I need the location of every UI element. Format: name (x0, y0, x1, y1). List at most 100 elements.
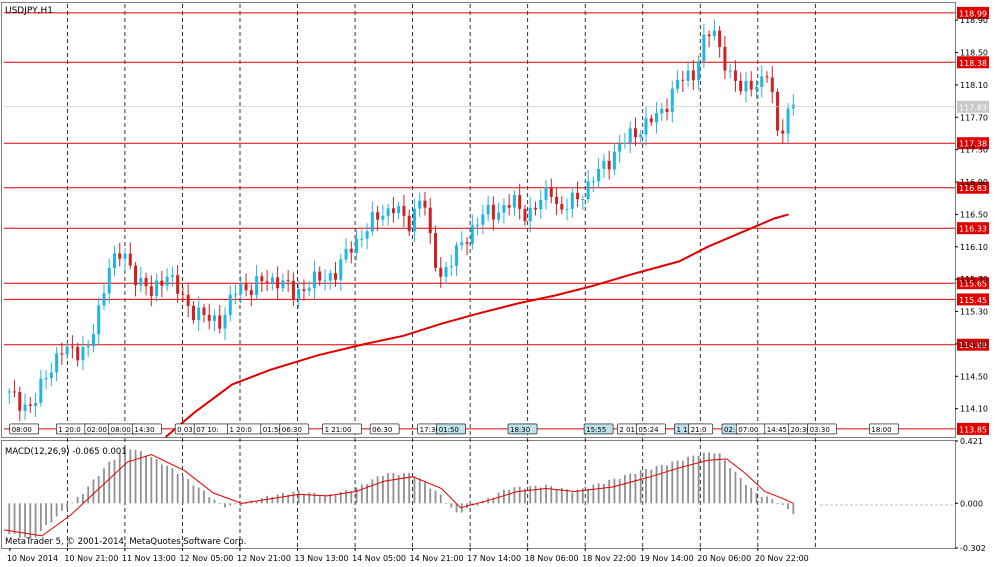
macd-bar (750, 487, 753, 504)
level-label: 115.45 (959, 296, 987, 305)
candle-body (570, 192, 574, 210)
time-tag (369, 423, 400, 435)
macd-bar (392, 472, 395, 504)
candle-body (365, 231, 369, 239)
candle-body (455, 245, 459, 266)
time-tag-label: 08:00 (12, 426, 32, 434)
level-label: 118.99 (959, 9, 987, 18)
macd-bar (776, 503, 779, 505)
candle-body (560, 203, 564, 210)
macd-bar (260, 498, 263, 504)
candle-body (265, 281, 269, 283)
time-tag (436, 423, 467, 435)
macd-bar (650, 469, 653, 504)
macd-bar (724, 460, 726, 504)
time-tick-label: 13 Nov 13:00 (295, 554, 349, 563)
macd-bar (113, 459, 116, 504)
candle-body (676, 79, 680, 89)
time-tag-label: 07 10: (196, 426, 218, 434)
candle-body (370, 212, 374, 232)
time-tag-label: 1 21:00 (325, 426, 352, 434)
macd-bar (55, 503, 58, 517)
time-tag-label: 15:55 (586, 426, 606, 434)
macd-bar (66, 503, 69, 509)
candle-body (97, 305, 101, 335)
macd-bar (276, 494, 279, 504)
candle-body (81, 347, 85, 361)
macd-bar (155, 458, 158, 504)
macd-bar (124, 448, 126, 504)
macd-bar (681, 460, 684, 504)
macd-bar (387, 473, 390, 504)
level-label: 113.85 (959, 425, 987, 434)
macd-bar (618, 478, 621, 504)
level-label-bg (957, 293, 989, 306)
time-tag-label: 1 20:0 (229, 426, 251, 434)
candle-body (7, 391, 11, 393)
candle-body (334, 273, 338, 280)
candle-body (160, 280, 164, 286)
time-tag (636, 423, 666, 435)
price-panel-frame (1, 2, 956, 438)
candle-body (565, 209, 569, 211)
macd-bar (350, 491, 353, 504)
candle-body (291, 280, 295, 300)
macd-bar (134, 449, 137, 504)
macd-tick-label: 0.000 (960, 499, 983, 508)
macd-bar (292, 491, 295, 504)
candle-body (165, 276, 169, 286)
price-tick-label: 116.10 (960, 243, 988, 252)
candle-body (276, 277, 280, 289)
macd-bar (208, 497, 211, 504)
candle-body (723, 46, 727, 71)
macd-bar (713, 453, 716, 504)
candle-body (644, 118, 648, 135)
candle-body (555, 196, 559, 204)
candle-body (344, 248, 348, 260)
macd-bar (229, 503, 232, 506)
candle-body (502, 205, 506, 213)
candle-body (733, 70, 737, 81)
macd-bar (708, 452, 711, 504)
candle-body (744, 80, 748, 92)
level-label: 114.89 (959, 341, 987, 350)
candle-body (207, 314, 211, 321)
candle-body (739, 80, 743, 92)
macd-bar (766, 496, 768, 504)
time-tag-label: 21:0 (691, 426, 707, 434)
candle-body (181, 293, 185, 295)
macd-bar (50, 503, 53, 523)
macd-bar (634, 473, 637, 504)
macd-bar (566, 489, 568, 504)
price-tick-label: 115.30 (960, 308, 988, 317)
macd-bar (687, 456, 689, 504)
macd-bar (287, 494, 290, 504)
candle-body (376, 212, 380, 220)
candle-body (781, 130, 785, 134)
macd-title: MACD(12,26,9) -0.065 0.001 (5, 447, 127, 457)
candle-body (486, 204, 490, 215)
macd-bar (239, 503, 242, 507)
time-tick-label: 20 Nov 22:00 (755, 554, 809, 563)
macd-bar (508, 489, 511, 504)
macd-bar (645, 468, 647, 504)
macd-bar (366, 484, 368, 504)
level-label-bg (957, 422, 989, 435)
candle-body (118, 253, 122, 259)
macd-bar (303, 493, 305, 504)
level-label-bg (957, 277, 989, 290)
candle-body (712, 30, 716, 37)
candle-body (639, 134, 643, 138)
time-tick-label: 10 Nov 2014 (7, 554, 58, 563)
price-tick-label: 118.10 (960, 81, 988, 90)
macd-bar (203, 490, 205, 504)
macd-bar (771, 499, 774, 504)
candle-body (70, 346, 74, 348)
macd-tick-label: -0.302 (960, 544, 986, 553)
level-label: 118.38 (959, 59, 987, 68)
candle-body (107, 268, 111, 294)
candle-body (128, 253, 132, 266)
candle-body (270, 277, 274, 283)
candle-body (223, 314, 227, 329)
